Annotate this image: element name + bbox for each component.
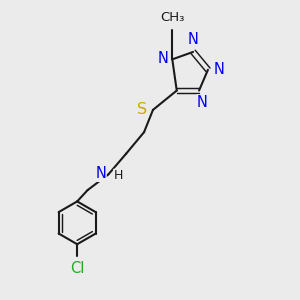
Text: Cl: Cl — [70, 262, 84, 277]
Text: N: N — [95, 166, 106, 181]
Text: N: N — [196, 95, 208, 110]
Text: S: S — [137, 102, 148, 117]
Text: N: N — [213, 62, 224, 77]
Text: N: N — [188, 32, 199, 46]
Text: CH₃: CH₃ — [160, 11, 184, 24]
Text: H: H — [114, 169, 123, 182]
Text: N: N — [158, 51, 169, 66]
